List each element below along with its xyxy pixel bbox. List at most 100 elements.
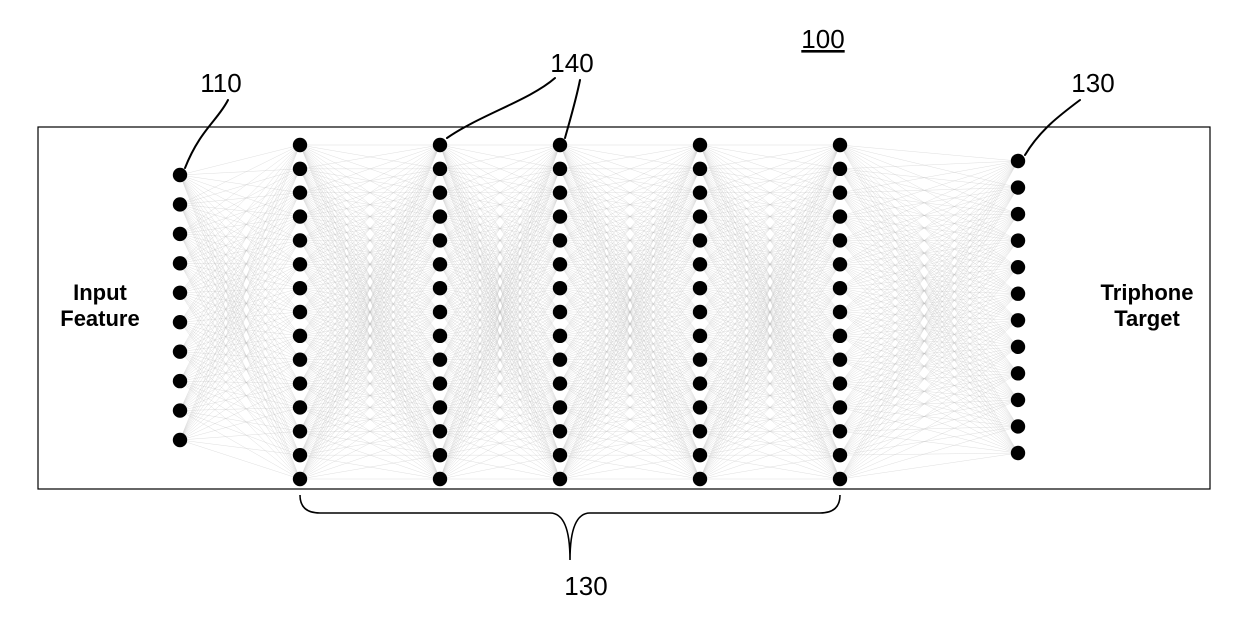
node [173,197,187,211]
node [833,138,847,152]
node [433,424,447,438]
node [693,257,707,271]
node [1011,419,1025,433]
node [293,472,307,486]
node [173,227,187,241]
node [693,424,707,438]
node [173,315,187,329]
node [1011,287,1025,301]
node [293,305,307,319]
node [693,472,707,486]
network-diagram: 100110140130130InputFeatureTriphoneTarge… [0,0,1240,617]
node [433,400,447,414]
node [553,329,567,343]
node [693,209,707,223]
node [1011,446,1025,460]
node [433,186,447,200]
node [433,353,447,367]
node [693,186,707,200]
node [833,305,847,319]
input-label-line2: Feature [60,306,139,331]
node [1011,340,1025,354]
node [173,374,187,388]
node [833,186,847,200]
node [693,138,707,152]
node [553,353,567,367]
node [293,424,307,438]
node [1011,366,1025,380]
node [833,257,847,271]
input-label-line1: Input [73,280,127,305]
node [433,329,447,343]
node [173,433,187,447]
node [833,233,847,247]
node [553,209,567,223]
node [553,233,567,247]
node [293,233,307,247]
node [553,138,567,152]
node [833,448,847,462]
node [1011,393,1025,407]
node [293,448,307,462]
node [433,376,447,390]
node [1011,260,1025,274]
node [1011,207,1025,221]
node [293,257,307,271]
node [553,448,567,462]
node [693,162,707,176]
node [433,472,447,486]
output-label-line2: Target [1114,306,1180,331]
node [693,353,707,367]
node [173,286,187,300]
node [553,305,567,319]
node [173,168,187,182]
node [293,281,307,295]
node [833,376,847,390]
node [553,400,567,414]
node [433,209,447,223]
node [293,329,307,343]
node [553,281,567,295]
node [833,353,847,367]
node [553,376,567,390]
node [553,472,567,486]
node [173,256,187,270]
node [833,424,847,438]
node [433,305,447,319]
node [1011,154,1025,168]
node [433,281,447,295]
node [553,186,567,200]
node [833,329,847,343]
node [693,376,707,390]
node [293,376,307,390]
node [693,448,707,462]
output-label-line1: Triphone [1101,280,1194,305]
node [293,162,307,176]
node [293,138,307,152]
node [833,472,847,486]
node [553,424,567,438]
node [553,162,567,176]
node [693,233,707,247]
node [433,233,447,247]
node [693,400,707,414]
node [693,281,707,295]
node [293,353,307,367]
node [433,162,447,176]
ref-130-bottom-label: 130 [564,571,607,601]
node [833,209,847,223]
node [693,305,707,319]
node [173,403,187,417]
node [833,281,847,295]
ref-130-top-label: 130 [1071,68,1114,98]
node [833,400,847,414]
node [433,257,447,271]
node [293,400,307,414]
node [693,329,707,343]
node [173,344,187,358]
node [433,448,447,462]
node [553,257,567,271]
node [1011,180,1025,194]
ref-110-label: 110 [200,68,241,98]
ref-140-label: 140 [550,48,593,78]
